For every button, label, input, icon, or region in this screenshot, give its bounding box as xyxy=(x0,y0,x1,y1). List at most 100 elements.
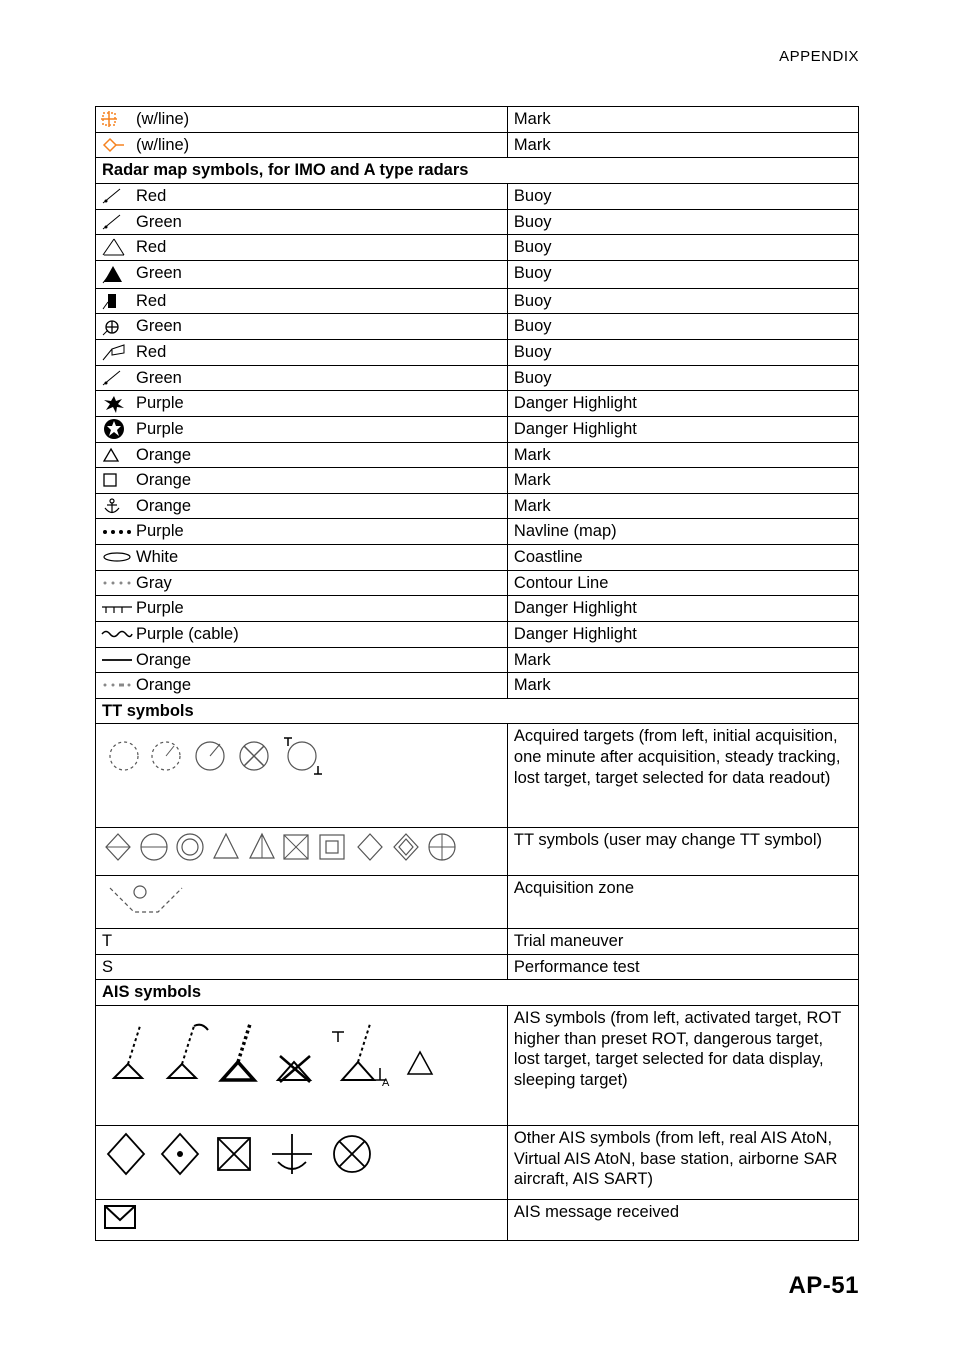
table-row: S Performance test xyxy=(96,954,859,980)
anchor-icon xyxy=(102,497,130,515)
row-label: Green xyxy=(136,316,182,337)
flag-icon xyxy=(102,343,130,361)
row-label: Gray xyxy=(136,573,172,594)
row-value: AIS symbols (from left, activated target… xyxy=(507,1005,858,1125)
square-tall-icon xyxy=(102,292,130,310)
table-row: Acquisition zone xyxy=(96,876,859,929)
section-header: Radar map symbols, for IMO and A type ra… xyxy=(96,158,859,184)
dots-mixed-icon xyxy=(102,676,130,694)
row-label: Orange xyxy=(136,445,191,466)
dots-light-icon xyxy=(102,574,130,592)
table-row: Gray Contour Line xyxy=(96,570,859,596)
row-label: T xyxy=(96,929,508,955)
row-value: Danger Highlight xyxy=(507,391,858,417)
row-value: Other AIS symbols (from left, real AIS A… xyxy=(507,1125,858,1199)
table-row: OrangeMark xyxy=(96,468,859,494)
row-value: Mark xyxy=(507,493,858,519)
oval-icon xyxy=(102,548,130,566)
section-header: TT symbols xyxy=(96,698,859,724)
row-label: Purple xyxy=(136,598,184,619)
wavy-icon xyxy=(102,625,130,643)
table-row: TT symbols (user may change TT symbol) xyxy=(96,828,859,876)
row-value: Acquired targets (from left, initial acq… xyxy=(507,724,858,828)
row-value: Danger Highlight xyxy=(507,596,858,622)
table-row: Green Buoy xyxy=(96,260,859,288)
table-row: Green Buoy xyxy=(96,209,859,235)
buoy-icon xyxy=(102,213,130,231)
tt-targets-icon xyxy=(102,764,362,782)
table-row: Purple Danger Highlight xyxy=(96,596,859,622)
row-label: Green xyxy=(136,263,182,284)
row-value: Contour Line xyxy=(507,570,858,596)
table-row: Purple Navline (map) xyxy=(96,519,859,545)
table-row: Green Buoy xyxy=(96,365,859,391)
row-label: Purple (cable) xyxy=(136,624,239,645)
row-value: Danger Highlight xyxy=(507,621,858,647)
row-value: Mark xyxy=(507,132,858,158)
square-outline-icon xyxy=(102,471,130,489)
table-row: T Trial maneuver xyxy=(96,929,859,955)
row-value: Buoy xyxy=(507,288,858,314)
row-label: Purple xyxy=(136,393,184,414)
table-row: White Coastline xyxy=(96,545,859,571)
row-label: Red xyxy=(136,342,166,363)
row-value: Mark xyxy=(507,107,858,133)
table-row: Red Buoy xyxy=(96,235,859,261)
diamond-icon xyxy=(102,136,130,154)
row-value: Buoy xyxy=(507,209,858,235)
table-row: RedBuoy xyxy=(96,183,859,209)
row-label: S xyxy=(96,954,508,980)
section-header: AIS symbols xyxy=(96,980,859,1006)
table-row: Orange Mark xyxy=(96,493,859,519)
row-label: Orange xyxy=(136,675,191,696)
row-value: Navline (map) xyxy=(507,519,858,545)
svg-text:A: A xyxy=(382,1077,390,1088)
line-solid-icon xyxy=(102,651,130,669)
table-row: Acquired targets (from left, initial acq… xyxy=(96,724,859,828)
table-row: PurpleDanger Highlight xyxy=(96,416,859,442)
star-circle-icon xyxy=(102,420,130,438)
row-value: Buoy xyxy=(507,340,858,366)
row-value: Buoy xyxy=(507,365,858,391)
row-value: Mark xyxy=(507,647,858,673)
tt-shapes-icon xyxy=(102,850,482,868)
row-value: AIS message received xyxy=(507,1199,858,1240)
row-label: Green xyxy=(136,368,182,389)
row-label: White xyxy=(136,547,178,568)
table-row: Green Buoy xyxy=(96,314,859,340)
row-value: Danger Highlight xyxy=(507,416,858,442)
row-label: Orange xyxy=(136,650,191,671)
triangle-filled-icon xyxy=(102,264,130,282)
row-value: Buoy xyxy=(507,260,858,288)
row-label: Orange xyxy=(136,496,191,517)
ticks-icon xyxy=(102,600,130,618)
table-row: A AIS symbols (from left, activated targ… xyxy=(96,1005,859,1125)
ais-set1-icon: A xyxy=(102,1074,462,1092)
row-value: Buoy xyxy=(507,235,858,261)
row-value: Acquisition zone xyxy=(507,876,858,929)
table-row: AIS message received xyxy=(96,1199,859,1240)
burst-icon xyxy=(102,395,130,413)
row-label: Purple xyxy=(136,521,184,542)
table-row: (w/line) Mark xyxy=(96,132,859,158)
table-row: Purple Danger Highlight xyxy=(96,391,859,417)
row-value: Buoy xyxy=(507,314,858,340)
buoy-icon xyxy=(102,369,130,387)
dots-heavy-icon xyxy=(102,523,130,541)
row-value: Trial maneuver xyxy=(507,929,858,955)
table-row: (w/line) Mark xyxy=(96,107,859,133)
row-label: Red xyxy=(136,237,166,258)
table-row: Orange Mark xyxy=(96,647,859,673)
row-label: (w/line) xyxy=(136,135,189,156)
page-number: AP-51 xyxy=(788,1272,859,1300)
buoy-icon xyxy=(102,187,130,205)
circle-cross-icon xyxy=(102,318,130,336)
row-label: Orange xyxy=(136,470,191,491)
row-value: Coastline xyxy=(507,545,858,571)
row-label: Green xyxy=(136,212,182,233)
triangle-icon xyxy=(102,238,130,256)
table-row: RedBuoy xyxy=(96,288,859,314)
acq-zone-icon xyxy=(102,906,202,924)
mail-icon xyxy=(102,1218,142,1236)
ais-set2-icon xyxy=(102,1166,402,1184)
